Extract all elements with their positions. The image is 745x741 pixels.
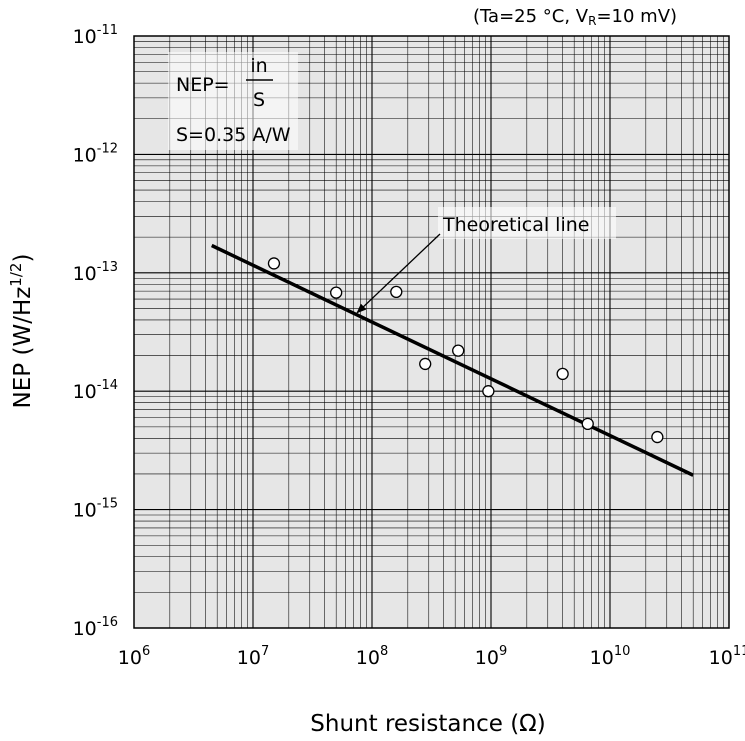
y-tick-base: 10 xyxy=(73,381,97,403)
x-tick-base: 10 xyxy=(475,647,499,669)
x-tick-base: 10 xyxy=(356,647,380,669)
y-axis-label-main: NEP (W/Hz xyxy=(10,287,36,409)
x-axis-label: Shunt resistance (Ω) xyxy=(310,711,545,737)
y-tick-base: 10 xyxy=(73,500,97,522)
x-tick-label: 108 xyxy=(356,644,388,669)
y-tick-label: 10-15 xyxy=(73,497,118,522)
plot-frame xyxy=(133,35,730,629)
data-point xyxy=(482,385,495,398)
y-tick-base: 10 xyxy=(73,144,97,166)
data-point xyxy=(452,344,465,357)
y-tick-exponent: -16 xyxy=(97,615,118,630)
y-tick-exponent: -15 xyxy=(97,497,118,512)
theoretical-line-label: Theoretical line xyxy=(442,214,589,236)
data-point xyxy=(390,285,403,299)
callout-arrow xyxy=(356,233,441,314)
conditions-subscript: R xyxy=(588,14,596,28)
y-tick-exponent: -14 xyxy=(97,378,118,393)
measurement-conditions: (Ta=25 °C, VR=10 mV) xyxy=(473,6,677,28)
x-tick-base: 10 xyxy=(118,647,142,669)
x-tick-label: 1010 xyxy=(590,644,631,669)
x-tick-label: 107 xyxy=(237,644,269,669)
conditions-prefix: (Ta=25 °C, V xyxy=(473,6,589,27)
x-tick-base: 10 xyxy=(590,647,614,669)
y-axis-label: NEP (W/Hz1/2) xyxy=(7,254,36,409)
formula-denominator: S xyxy=(253,89,265,111)
x-tick-exponent: 8 xyxy=(380,644,388,659)
x-tick-label: 109 xyxy=(475,644,507,669)
data-points xyxy=(267,257,664,444)
data-point xyxy=(556,367,569,381)
formula-box-background xyxy=(168,52,298,150)
y-tick-label: 10-14 xyxy=(73,378,118,403)
x-tick-label: 106 xyxy=(118,644,150,669)
x-tick-exponent: 11 xyxy=(733,644,745,659)
data-point xyxy=(267,257,281,270)
y-tick-label: 10-16 xyxy=(73,615,118,640)
x-tick-exponent: 10 xyxy=(614,644,631,659)
y-tick-base: 10 xyxy=(73,26,97,48)
x-tick-exponent: 7 xyxy=(261,644,269,659)
y-axis-label-sup: 1/2 xyxy=(7,263,25,287)
formula-box: NEP= in S S=0.35 A/W xyxy=(168,52,298,150)
y-tick-label: 10-13 xyxy=(73,260,118,285)
y-tick-exponent: -13 xyxy=(97,260,118,275)
data-point xyxy=(419,357,432,371)
data-point xyxy=(651,430,664,444)
y-tick-label: 10-12 xyxy=(73,141,118,166)
y-tick-base: 10 xyxy=(73,263,97,285)
callout-background xyxy=(438,207,616,239)
formula-numerator: in xyxy=(250,55,267,77)
data-point xyxy=(330,286,343,299)
y-tick-exponent: -11 xyxy=(97,23,118,38)
conditions-suffix: =10 mV) xyxy=(596,6,677,27)
data-point xyxy=(581,417,594,430)
x-tick-exponent: 9 xyxy=(499,644,507,659)
y-axis-label-close: ) xyxy=(10,254,36,263)
theoretical-line-callout: Theoretical line xyxy=(356,207,616,314)
x-tick-base: 10 xyxy=(237,647,261,669)
theoretical-line xyxy=(210,243,694,477)
formula-lhs: NEP= xyxy=(176,74,230,96)
sensitivity-label: S=0.35 A/W xyxy=(176,124,291,146)
y-tick-label: 10-11 xyxy=(73,23,118,48)
x-tick-base: 10 xyxy=(709,647,733,669)
x-tick-exponent: 6 xyxy=(142,644,150,659)
y-tick-exponent: -12 xyxy=(97,141,118,156)
y-tick-base: 10 xyxy=(73,618,97,640)
